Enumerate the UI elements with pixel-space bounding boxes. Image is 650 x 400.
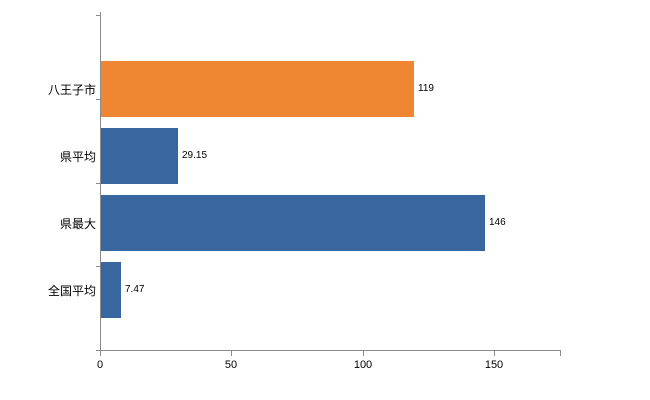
y-tick-mark xyxy=(96,99,100,100)
category-label: 全国平均 xyxy=(47,284,96,298)
category-label: 県平均 xyxy=(59,150,96,164)
y-tick-mark xyxy=(96,183,100,184)
bar-value-label: 7.47 xyxy=(125,284,145,295)
bar-value-label: 146 xyxy=(489,217,506,228)
bar-value-label: 119 xyxy=(418,83,434,94)
category-label: 県最大 xyxy=(59,217,96,231)
x-tick-label: 100 xyxy=(353,359,373,371)
y-axis-line xyxy=(100,12,101,351)
category-label: 八王子市 xyxy=(47,83,96,97)
x-tick-label: 150 xyxy=(484,359,504,371)
x-tick-label: 0 xyxy=(96,359,104,371)
x-axis-line xyxy=(100,350,561,351)
x-tick-mark xyxy=(100,351,101,356)
y-tick-mark xyxy=(96,15,100,16)
x-tick-mark xyxy=(494,351,495,356)
bar-全国平均 xyxy=(101,262,121,318)
bar-県平均 xyxy=(101,128,178,184)
x-tick-mark xyxy=(363,351,364,356)
x-tick-mark-end xyxy=(560,351,561,356)
y-tick-mark xyxy=(96,266,100,267)
x-tick-label: 50 xyxy=(224,359,238,371)
bar-value-label: 29.15 xyxy=(182,150,208,161)
y-tick-mark xyxy=(96,350,100,351)
bar-県最大 xyxy=(101,195,485,251)
bar-八王子市 xyxy=(101,61,414,117)
x-tick-mark xyxy=(231,351,232,356)
